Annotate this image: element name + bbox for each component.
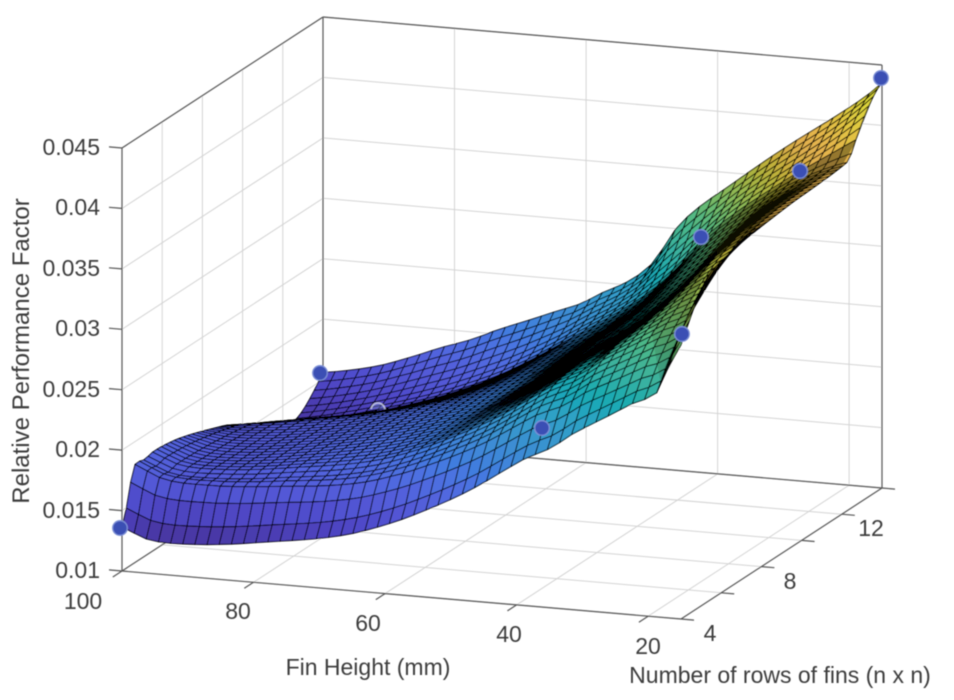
svg-text:0.025: 0.025 — [42, 376, 100, 402]
svg-text:100: 100 — [64, 588, 102, 614]
svg-text:0.02: 0.02 — [55, 436, 100, 462]
svg-text:60: 60 — [355, 610, 381, 636]
svg-text:0.04: 0.04 — [55, 194, 100, 220]
svg-text:12: 12 — [858, 515, 884, 541]
svg-text:40: 40 — [496, 621, 522, 647]
svg-text:80: 80 — [225, 598, 251, 624]
svg-text:0.03: 0.03 — [55, 315, 100, 341]
svg-text:Number of rows of fins (n x n): Number of rows of fins (n x n) — [629, 662, 931, 688]
svg-text:0.045: 0.045 — [42, 134, 100, 160]
svg-text:0.035: 0.035 — [42, 255, 100, 281]
svg-text:Fin Height (mm): Fin Height (mm) — [286, 654, 451, 680]
svg-text:0.01: 0.01 — [55, 557, 100, 583]
svg-text:Relative Performance Factor: Relative Performance Factor — [8, 198, 35, 503]
svg-text:0.015: 0.015 — [42, 497, 100, 523]
svg-text:8: 8 — [784, 568, 797, 594]
svg-text:4: 4 — [704, 620, 717, 646]
svg-text:20: 20 — [635, 633, 661, 659]
